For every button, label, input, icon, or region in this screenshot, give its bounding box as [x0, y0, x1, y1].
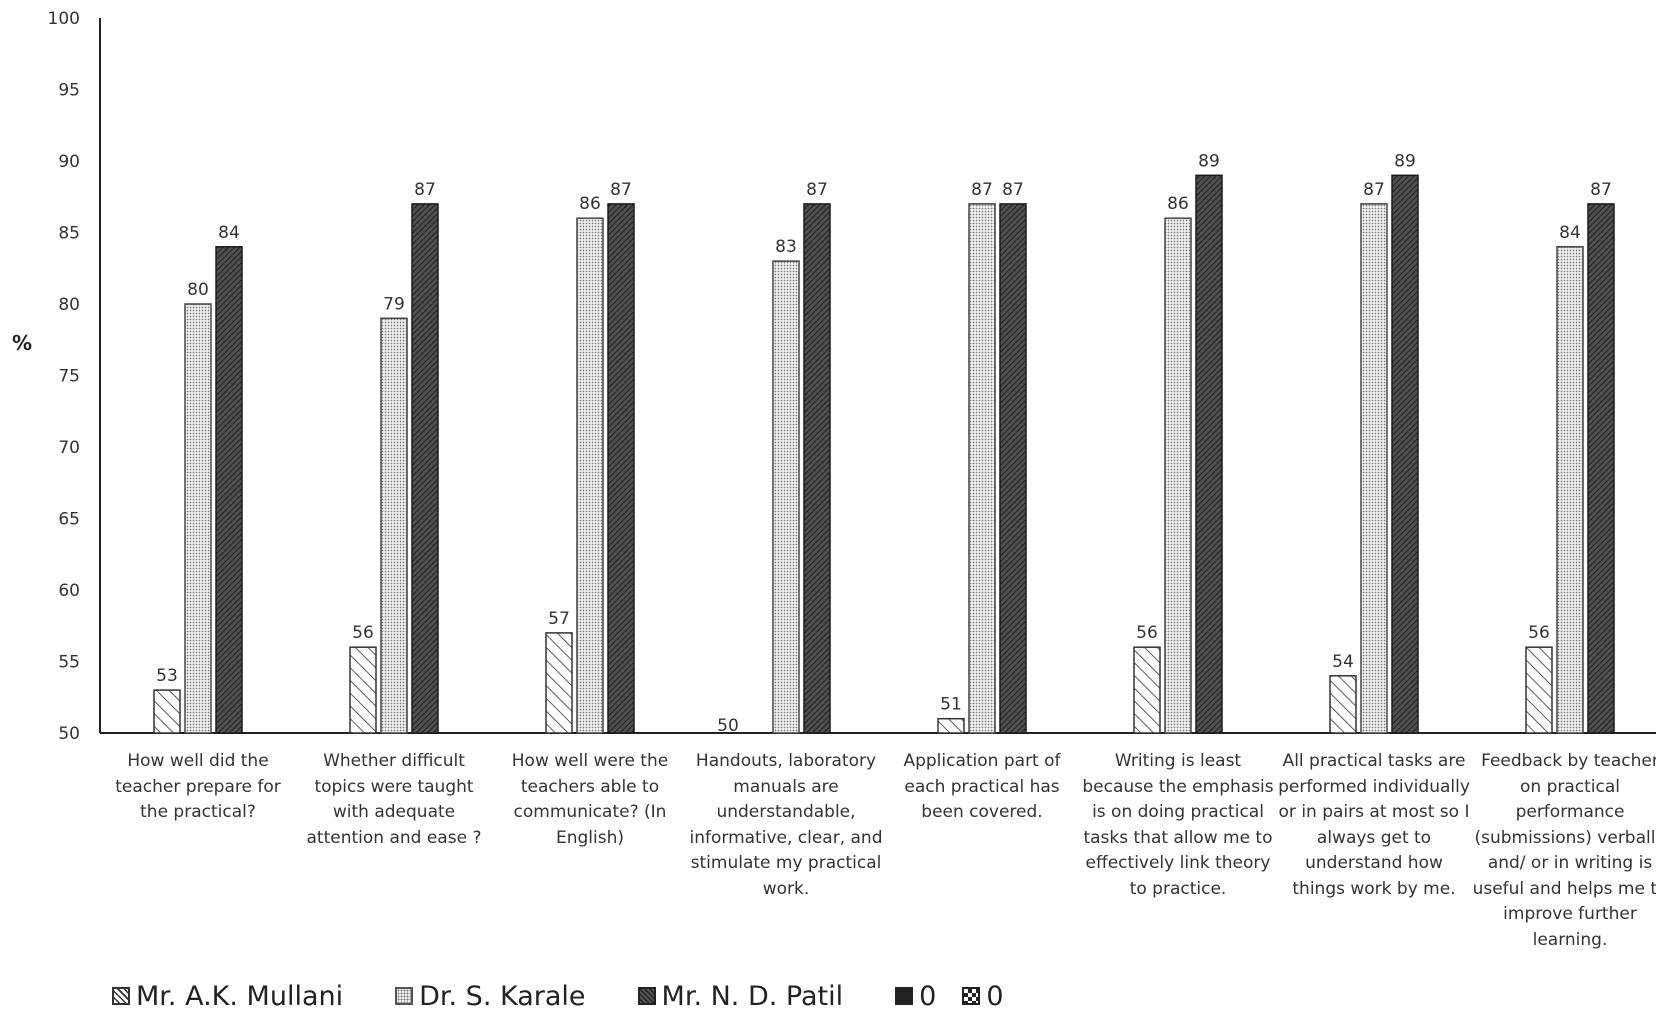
- legend-swatch-icon: [395, 987, 414, 1005]
- bar-dense-hatch-1: [411, 203, 439, 734]
- legend-item: Mr. N. D. Patil: [637, 980, 844, 1012]
- y-tick-label: 65: [58, 510, 80, 530]
- data-label: 87: [414, 180, 436, 200]
- x-category-label: All practical tasks are performed indivi…: [1278, 751, 1470, 899]
- bar-hatch-7: [1525, 646, 1553, 734]
- data-label: 53: [156, 666, 178, 686]
- bar-dense-hatch-7: [1587, 203, 1615, 734]
- data-label: 86: [579, 194, 601, 214]
- bar-hatch-5: [1133, 646, 1161, 734]
- data-label: 56: [1136, 623, 1158, 643]
- bar-dense-hatch-4: [999, 203, 1027, 734]
- bar-dense-hatch-2: [607, 203, 635, 734]
- y-tick-label: 70: [58, 438, 80, 458]
- data-label: 87: [1590, 180, 1612, 200]
- data-label: 89: [1198, 151, 1220, 171]
- bar-hatch-2: [545, 632, 573, 734]
- data-label: 83: [775, 237, 797, 257]
- legend-swatch-icon: [962, 987, 981, 1005]
- bar-dots-4: [968, 203, 996, 734]
- x-category-label: Writing is least because the emphasis is…: [1082, 751, 1274, 899]
- bar-dots-0: [184, 303, 212, 734]
- y-tick-label: 80: [58, 295, 80, 315]
- data-label: 80: [187, 280, 209, 300]
- data-label: 50: [717, 716, 739, 736]
- legend-swatch-icon: [112, 987, 130, 1005]
- legend-label: 0: [919, 980, 937, 1012]
- data-label: 57: [548, 609, 570, 629]
- data-label: 87: [971, 180, 993, 200]
- bar-hatch-1: [349, 646, 377, 734]
- legend-swatch-icon: [637, 987, 656, 1005]
- data-label: 87: [1363, 180, 1385, 200]
- bar-dots-2: [576, 217, 604, 734]
- bar-dots-3: [772, 260, 800, 734]
- data-label: 89: [1394, 151, 1416, 171]
- bar-hatch-0: [153, 689, 181, 734]
- legend-item: Mr. A.K. Mullani: [112, 981, 343, 1012]
- y-tick-label: 75: [58, 367, 80, 387]
- data-label: 84: [1559, 223, 1581, 243]
- y-tick-label: 100: [48, 9, 80, 29]
- data-label: 56: [352, 623, 374, 643]
- y-tick-label: 55: [58, 653, 80, 673]
- x-category-label: Handouts, laboratory manuals are underst…: [689, 751, 883, 899]
- data-label-layer: 53 80 84 56 79 87 57 86 87 50 83 87 51 87 87 56 86 89 54 87…: [156, 151, 1612, 736]
- legend-item: 0: [895, 981, 936, 1012]
- legend-swatch-icon: [895, 987, 914, 1005]
- bar-dots-1: [380, 317, 408, 734]
- data-label: 79: [383, 294, 405, 314]
- y-tick-label: 60: [58, 581, 80, 601]
- data-label: 87: [1002, 180, 1024, 200]
- data-label: 56: [1528, 623, 1550, 643]
- legend-label: Dr. S. Karale: [419, 980, 586, 1012]
- bar-hatch-6: [1329, 675, 1357, 734]
- legend-item: 0: [962, 980, 1004, 1012]
- x-category-label: Application part of each practical has b…: [903, 751, 1061, 822]
- bar-dense-hatch-5: [1195, 174, 1223, 734]
- y-tick-label: 90: [58, 152, 80, 172]
- legend-item: Dr. S. Karale: [395, 980, 586, 1012]
- data-label: 51: [940, 695, 962, 715]
- y-tick-label: 50: [58, 724, 80, 744]
- y-tick-label: 95: [58, 81, 80, 101]
- data-label: 84: [218, 223, 240, 243]
- bar-dots-5: [1164, 217, 1192, 734]
- data-label: 87: [610, 180, 632, 200]
- y-tick-label: 85: [58, 224, 80, 244]
- x-category-label: How well were the teachers able to commu…: [511, 751, 669, 848]
- x-category-label: How well did the teacher prepare for the…: [115, 751, 281, 822]
- data-label: 54: [1332, 652, 1354, 672]
- y-axis-title: %: [12, 331, 32, 355]
- bar-dots-7: [1556, 246, 1584, 734]
- legend-label: Mr. N. D. Patil: [661, 980, 844, 1012]
- x-category-label: Whether difficult topics were taught wit…: [306, 751, 482, 848]
- legend-label: 0: [986, 980, 1004, 1012]
- data-label: 86: [1167, 194, 1189, 214]
- bar-dense-hatch-0: [215, 246, 243, 734]
- bar-dense-hatch-6: [1391, 174, 1419, 734]
- bar-dots-6: [1360, 203, 1388, 734]
- data-label: 87: [806, 180, 828, 200]
- x-category-label: Feedback by teacher on practical perform…: [1472, 751, 1656, 950]
- bar-dense-hatch-3: [803, 203, 831, 734]
- bar-layer: [153, 174, 1615, 734]
- bar-hatch-4: [937, 717, 965, 734]
- legend-label: Mr. A.K. Mullani: [136, 980, 344, 1012]
- legend: Mr. A.K. Mullani Dr. S. Karale Mr. N. D. P…: [112, 976, 1030, 1016]
